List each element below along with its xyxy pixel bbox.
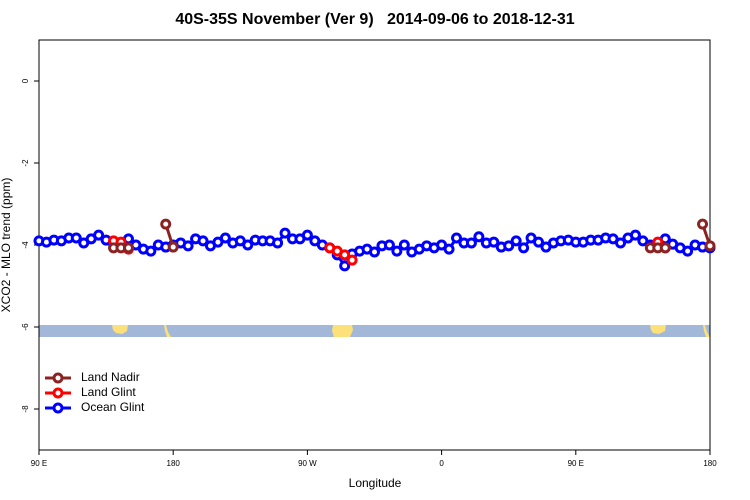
x-tick-label: 0 bbox=[439, 459, 444, 468]
legend-label: Land Glint bbox=[81, 385, 136, 399]
data-point bbox=[510, 235, 522, 247]
x-tick-label: 90 W bbox=[298, 459, 317, 468]
data-point bbox=[145, 245, 157, 257]
x-tick-label: 180 bbox=[167, 459, 181, 468]
land-shape bbox=[650, 325, 666, 334]
data-point bbox=[242, 239, 254, 251]
data-point bbox=[697, 218, 709, 230]
data-point bbox=[659, 242, 671, 254]
y-tick-label: -2 bbox=[21, 159, 30, 167]
data-point bbox=[346, 254, 358, 266]
land-shape bbox=[164, 325, 171, 337]
data-point bbox=[488, 236, 500, 248]
data-point bbox=[451, 232, 463, 244]
data-point bbox=[70, 232, 82, 244]
y-axis-label: XCO2 - MLO trend (ppm) bbox=[0, 178, 13, 313]
map-strip bbox=[39, 325, 710, 337]
data-point bbox=[615, 237, 627, 249]
data-point bbox=[272, 237, 284, 249]
x-tick-label: 90 E bbox=[568, 459, 584, 468]
legend-marker bbox=[52, 372, 64, 384]
land-shape bbox=[703, 325, 710, 337]
data-point bbox=[160, 218, 172, 230]
data-point bbox=[182, 240, 194, 252]
data-point bbox=[465, 237, 477, 249]
data-point bbox=[398, 239, 410, 251]
data-point bbox=[533, 236, 545, 248]
data-point bbox=[629, 229, 641, 241]
data-point bbox=[93, 229, 105, 241]
chart-title: 40S-35S November (Ver 9) 2014-09-06 to 2… bbox=[175, 11, 574, 28]
data-point bbox=[122, 242, 134, 254]
data-point bbox=[339, 249, 351, 261]
data-point bbox=[704, 240, 716, 252]
data-point bbox=[301, 229, 313, 241]
legend-marker bbox=[52, 387, 64, 399]
y-tick-label: -6 bbox=[21, 323, 30, 331]
data-point bbox=[518, 242, 530, 254]
data-point bbox=[369, 246, 380, 258]
data-point bbox=[682, 245, 694, 257]
legend-label: Ocean Glint bbox=[81, 400, 145, 414]
data-point bbox=[219, 232, 231, 244]
data-point bbox=[339, 260, 351, 272]
x-tick-label: 90 E bbox=[31, 459, 47, 468]
data-point bbox=[391, 245, 403, 257]
series bbox=[33, 227, 716, 272]
data-point bbox=[167, 241, 179, 253]
data-point bbox=[503, 240, 515, 252]
data-point bbox=[279, 227, 291, 239]
data-point bbox=[383, 239, 395, 251]
ocean-strip bbox=[39, 325, 710, 337]
data-point bbox=[473, 231, 485, 243]
series bbox=[108, 218, 716, 254]
data-point bbox=[197, 235, 209, 247]
y-tick-label: 0 bbox=[21, 78, 30, 83]
x-axis-label: Longitude bbox=[349, 476, 402, 490]
y-tick-label: -8 bbox=[21, 405, 30, 413]
legend-marker bbox=[52, 402, 64, 414]
land-shape bbox=[112, 325, 128, 334]
x-tick-label: 180 bbox=[703, 459, 717, 468]
y-tick-label: -4 bbox=[21, 241, 30, 249]
land-shape bbox=[332, 325, 353, 337]
legend-label: Land Nadir bbox=[81, 370, 140, 384]
data-point bbox=[443, 243, 455, 255]
